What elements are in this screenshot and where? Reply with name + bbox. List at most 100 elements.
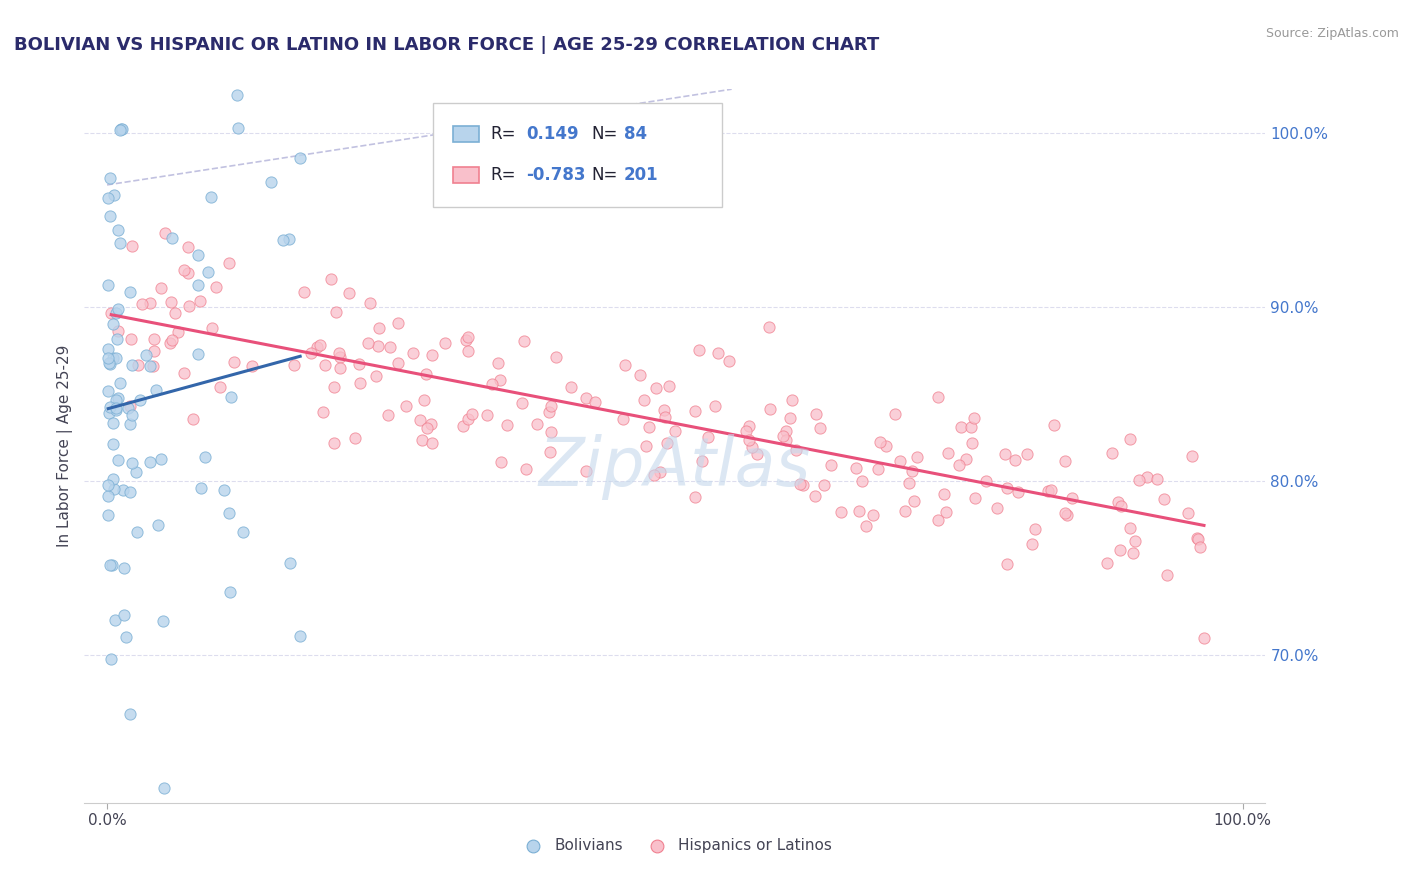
Point	[1109, 500, 1132, 514]
Point	[644, 381, 666, 395]
Point	[416, 421, 439, 435]
Point	[718, 353, 741, 368]
Point	[419, 417, 441, 431]
Point	[1185, 532, 1208, 546]
Point	[142, 332, 165, 346]
Point	[143, 344, 166, 359]
Point	[260, 174, 283, 188]
Point	[411, 433, 433, 447]
Point	[486, 356, 509, 370]
Point	[98, 210, 121, 224]
Point	[658, 379, 681, 393]
Point	[1062, 491, 1084, 505]
Point	[775, 434, 797, 448]
Point	[344, 431, 367, 445]
Point	[875, 440, 897, 454]
Point	[219, 584, 242, 599]
Point	[97, 356, 120, 370]
FancyBboxPatch shape	[433, 103, 723, 207]
Point	[897, 476, 920, 491]
Text: ZipAtlas: ZipAtlas	[538, 434, 811, 500]
Point	[420, 435, 443, 450]
Text: 84: 84	[624, 125, 647, 143]
Point	[1101, 446, 1123, 460]
Point	[159, 294, 181, 309]
Point	[357, 335, 380, 350]
Point	[104, 401, 127, 416]
Point	[105, 351, 128, 365]
Point	[1136, 470, 1159, 484]
Point	[460, 407, 482, 421]
Point	[201, 321, 224, 335]
Point	[950, 420, 973, 434]
Point	[808, 421, 831, 435]
Point	[855, 519, 877, 533]
Point	[112, 608, 135, 623]
Point	[181, 411, 204, 425]
Point	[935, 505, 957, 519]
Point	[785, 442, 807, 457]
Text: Source: ZipAtlas.com: Source: ZipAtlas.com	[1265, 27, 1399, 40]
Point	[118, 285, 141, 299]
Point	[138, 455, 160, 469]
Point	[378, 340, 401, 354]
Point	[101, 351, 124, 366]
Point	[162, 334, 184, 348]
Point	[190, 482, 212, 496]
Point	[804, 407, 827, 421]
Point	[394, 399, 416, 413]
Point	[1153, 491, 1175, 506]
Point	[277, 232, 299, 246]
Point	[688, 343, 710, 357]
Point	[131, 297, 153, 311]
Point	[412, 393, 434, 408]
Point	[927, 390, 949, 404]
Point	[368, 320, 391, 334]
Point	[495, 417, 517, 432]
Point	[845, 461, 868, 475]
Point	[974, 475, 997, 489]
Point	[103, 187, 125, 202]
Point	[273, 233, 295, 247]
Point	[329, 350, 352, 364]
Point	[963, 491, 986, 505]
Point	[100, 401, 122, 415]
Point	[292, 285, 315, 300]
Point	[866, 461, 889, 475]
Point	[738, 434, 761, 448]
Point	[283, 358, 305, 372]
Point	[98, 407, 121, 421]
Point	[312, 404, 335, 418]
Point	[683, 404, 706, 418]
Point	[986, 501, 1008, 516]
Point	[322, 436, 344, 450]
Point	[1021, 537, 1043, 551]
Point	[208, 380, 231, 394]
Point	[105, 332, 128, 346]
Point	[948, 458, 970, 473]
Point	[101, 471, 124, 485]
Point	[111, 121, 134, 136]
Point	[1192, 631, 1215, 645]
Point	[654, 402, 676, 417]
Point	[218, 256, 240, 270]
Point	[538, 405, 561, 419]
Point	[1056, 508, 1078, 522]
Point	[128, 392, 150, 407]
Point	[138, 296, 160, 310]
Point	[177, 240, 200, 254]
Point	[422, 348, 444, 362]
Point	[148, 518, 170, 533]
Point	[226, 87, 249, 102]
Legend: Bolivians, Hispanics or Latinos: Bolivians, Hispanics or Latinos	[512, 832, 838, 859]
Point	[704, 399, 727, 413]
Point	[457, 343, 479, 358]
Point	[575, 392, 598, 406]
Point	[936, 446, 959, 460]
Text: 201: 201	[624, 166, 659, 184]
Point	[884, 407, 907, 421]
Point	[515, 462, 537, 476]
Point	[108, 376, 131, 391]
Point	[105, 306, 128, 320]
Point	[1004, 453, 1026, 467]
